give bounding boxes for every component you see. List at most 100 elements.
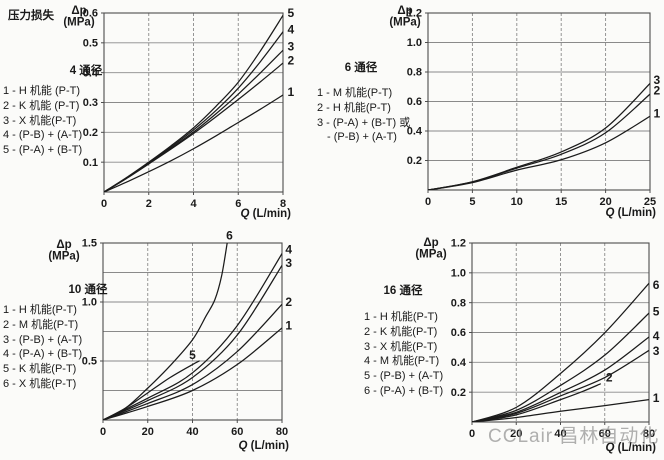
legend-dn10: 1 - H 机能(P-T) 2 - M 机能(P-T) 3 - (P-B) + (A… [3, 303, 82, 392]
curve-label-2: 2 [606, 370, 613, 384]
page-title: 压力损失 [8, 10, 54, 22]
y-tick-label: 1.5 [82, 238, 97, 250]
y-tick-label: 1.0 [407, 37, 422, 49]
y-tick-label: 0.5 [83, 38, 98, 50]
x-tick-label: 2 [146, 198, 152, 210]
panel-title-dn16: 16 通径 [383, 285, 423, 297]
legend-item: 1 - H 机能 (P-T) [3, 85, 80, 97]
legend-item: 4 - (P-A) + (B-T) [3, 348, 83, 361]
legend-item: 2 - H 机能(P-T) [317, 101, 391, 114]
curve-4 [472, 336, 649, 422]
x-tick-label: 8 [280, 198, 286, 210]
x-tick-label: 4 [190, 198, 197, 210]
x-tick-label: 60 [599, 428, 611, 440]
curves-group [103, 243, 282, 420]
legend-item: 2 - K 机能(P-T) [364, 325, 438, 338]
curve-label-3: 3 [285, 256, 292, 270]
legend-item: 5 - (P-A) + (B-T) [3, 144, 83, 157]
chart-dn6: 0 5 10 15 20 25 0.2 0.4 0.6 0.8 1.0 1.2 1 23 Q (L/min)… [389, 5, 661, 219]
x-tick-label: 40 [186, 426, 198, 438]
legend-item: 3 - (P-B) + (A-T) [3, 333, 83, 346]
x-tick-label: 10 [511, 196, 523, 208]
curve-5 [104, 14, 283, 192]
curve-label-1: 1 [653, 391, 660, 405]
x-tick-label: 0 [469, 428, 475, 440]
legend-item: 2 - M 机能(P-T) [3, 318, 79, 331]
x-tick-label: 5 [469, 196, 475, 208]
legend-item: 4 - (P-B) + (A-T) [3, 129, 83, 142]
y-axis-label-unit: (MPa) [63, 17, 94, 29]
curve-1 [428, 115, 650, 190]
curve-label-5: 5 [653, 305, 660, 319]
y-tick-label: 0.3 [83, 97, 98, 109]
curve-3 [103, 264, 282, 420]
legend-dn4: 1 - H 机能 (P-T) 2 - K 机能 (P-T) 3 - X 机能(P-T… [3, 84, 82, 158]
watermark: CCLair 昌林自动化 [488, 426, 660, 447]
curve-label-2: 2 [285, 295, 292, 309]
panel-title-dn10: 10 通径 [68, 284, 108, 296]
y-axis-label-symbol: Δp [423, 237, 438, 249]
x-tick-label: 80 [643, 428, 655, 440]
curve-1 [472, 399, 649, 422]
x-axis-label: Q (L/min) [241, 208, 292, 220]
y-tick-label: 0.2 [451, 387, 466, 399]
y-tick-label: 0.1 [83, 157, 98, 169]
curve-label-2: 2 [287, 54, 294, 68]
y-tick-label: 0.2 [407, 155, 422, 167]
curve-label-1: 1 [287, 85, 294, 99]
curve-4 [103, 252, 282, 420]
curve-label-4: 4 [287, 22, 294, 36]
curve-label-4: 4 [285, 242, 292, 256]
chart-dn16: 0 20 40 60 80 0.2 0.4 0.6 0.8 1.0 1.2 1 2 34 5 6 Q (L/mi… [415, 237, 660, 454]
y-axis-label-unit: (MPa) [389, 17, 420, 29]
y-tick-label: 0.8 [407, 67, 422, 79]
curve-6 [472, 282, 649, 422]
legend-item: 5 - (P-B) + (A-T) [364, 370, 444, 383]
curve-label-3: 3 [287, 40, 294, 54]
curves-group [472, 282, 649, 422]
y-tick-label: 0.4 [451, 357, 467, 369]
curve-label-3: 3 [654, 73, 661, 87]
legend-item: 1 - M 机能(P-T) [317, 87, 393, 99]
legend-dn16: 1 - H 机能(P-T) 2 - K 机能(P-T) 3 - X 机能(P-T) 4… [364, 310, 443, 399]
legend-item: - (P-B) + (A-T) [327, 131, 397, 144]
curve-3 [428, 82, 650, 190]
curve-label-4: 4 [653, 329, 660, 343]
panel-title-dn6: 6 通径 [344, 62, 378, 74]
curve-label-2: 2 [654, 83, 661, 97]
legend-dn6: 1 - M 机能(P-T) 2 - H 机能(P-T) 3 - (P-A) + (B… [317, 86, 410, 145]
legend-item: 4 - M 机能(P-T) [364, 355, 440, 368]
legend-item: 6 - (P-A) + (B-T) [364, 384, 444, 397]
curve-2 [472, 383, 601, 422]
y-tick-label: 0.6 [83, 8, 98, 20]
y-tick-label: 1.2 [407, 8, 422, 20]
curve-label-5: 5 [287, 6, 294, 20]
curve-label-1: 1 [285, 319, 292, 333]
x-tick-label: 60 [231, 426, 243, 438]
curves-group [428, 82, 650, 190]
curve-1 [103, 327, 282, 420]
x-tick-label: 6 [235, 198, 241, 210]
y-axis-label-unit: (MPa) [48, 251, 79, 263]
x-axis-label: Q (L/min) [606, 207, 657, 219]
curve-label-1: 1 [654, 106, 661, 120]
x-tick-label: 80 [276, 426, 288, 438]
y-tick-label: 0.4 [83, 67, 99, 79]
x-tick-label: 15 [555, 196, 567, 208]
y-axis-label-symbol: Δp [56, 239, 71, 251]
legend-item: 3 - X 机能(P-T) [364, 340, 438, 353]
x-tick-label: 0 [101, 198, 107, 210]
x-tick-label: 25 [644, 196, 656, 208]
x-tick-label: 0 [425, 196, 431, 208]
curve-2 [103, 303, 282, 420]
curve-label-5: 5 [189, 348, 196, 362]
y-axis-label-symbol: Δp [71, 5, 86, 17]
curve-5 [472, 312, 649, 422]
legend-item: 3 - (P-A) + (B-T) 或 [317, 116, 411, 129]
chart-dn10: 0 20 40 60 80 0.5 1.0 1.5 1 2 34 5 6 Q (L/min) Δp(MPa) [48, 228, 292, 452]
y-tick-label: 0.6 [451, 327, 466, 339]
y-axis-label-unit: (MPa) [415, 249, 446, 261]
x-tick-label: 0 [100, 426, 106, 438]
legend-item: 2 - K 机能 (P-T) [3, 99, 80, 112]
